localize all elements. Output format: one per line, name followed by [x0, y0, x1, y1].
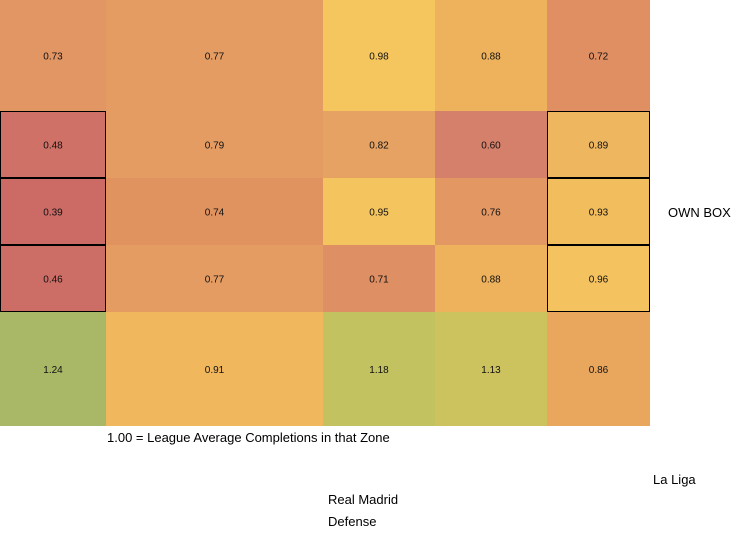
cell-value-r2-c0: 0.39	[43, 208, 63, 219]
heatmap-cell-r0-c1	[106, 0, 323, 111]
heatmap-cell-r3-c4	[547, 245, 650, 312]
heatmap-cell-r1-c2	[323, 111, 435, 178]
cell-value-r2-c3: 0.76	[481, 208, 501, 219]
highlight-box-0-r2	[0, 178, 106, 245]
heatmap-cell-r2-c0	[0, 178, 106, 245]
heatmap-cell-r2-c2	[323, 178, 435, 245]
cell-value-r3-c0: 0.46	[43, 275, 63, 286]
heatmap-cell-r0-c4	[547, 0, 650, 111]
highlight-box-0-r3	[0, 245, 106, 312]
cell-value-r0-c1: 0.77	[205, 52, 225, 63]
cell-value-r4-c0: 1.24	[43, 365, 63, 376]
heatmap-cells: 0.73 0.77 0.98 0.88 0.72 0.48 0.79 0.82 0.60 0.89…	[0, 0, 650, 426]
cell-value-r3-c3: 0.88	[481, 275, 501, 286]
cell-value-r4-c2: 1.18	[369, 365, 389, 376]
cell-value-r0-c0: 0.73	[43, 52, 63, 63]
highlight-box-0-r1	[0, 111, 106, 178]
heatmap-cell-r2-c3	[435, 178, 547, 245]
cell-value-r1-c2: 0.82	[369, 141, 389, 152]
heatmap-cell-r4-c2	[323, 312, 435, 426]
heatmap-cell-r4-c4	[547, 312, 650, 426]
heatmap-cell-r1-c3	[435, 111, 547, 178]
cell-value-r2-c4: 0.93	[589, 208, 609, 219]
cell-value-r3-c4: 0.96	[589, 275, 609, 286]
cell-value-r4-c1: 0.91	[205, 365, 225, 376]
heatmap-cell-r0-c3	[435, 0, 547, 111]
cell-value-r2-c1: 0.74	[205, 208, 225, 219]
highlight-boxes	[0, 111, 650, 312]
heatmap-cell-r3-c1	[106, 245, 323, 312]
team-label: Real Madrid	[328, 492, 399, 507]
heatmap-cell-r4-c3	[435, 312, 547, 426]
side-label: OWN BOX	[668, 205, 731, 220]
heatmap-cell-r1-c4	[547, 111, 650, 178]
heatmap-cell-r1-c0	[0, 111, 106, 178]
cell-value-r0-c4: 0.72	[589, 52, 609, 63]
cell-value-r3-c2: 0.71	[369, 275, 389, 286]
legend-note: 1.00 = League Average Completions in tha…	[107, 430, 390, 445]
cell-value-r4-c3: 1.13	[481, 365, 501, 376]
highlight-box-1-r1	[547, 111, 650, 178]
heatmap-cell-r4-c0	[0, 312, 106, 426]
heatmap-cell-r0-c0	[0, 0, 106, 111]
heatmap-cell-r3-c0	[0, 245, 106, 312]
cell-value-r0-c2: 0.98	[369, 52, 389, 63]
cell-value-r1-c3: 0.60	[481, 141, 501, 152]
highlight-box-1-r2	[547, 178, 650, 245]
heatmap-cell-r3-c3	[435, 245, 547, 312]
cell-value-r1-c4: 0.89	[589, 141, 609, 152]
cell-value-r1-c1: 0.79	[205, 141, 225, 152]
heatmap-cell-r0-c2	[323, 0, 435, 111]
heatmap-cell-r3-c2	[323, 245, 435, 312]
cell-value-r2-c2: 0.95	[369, 208, 389, 219]
phase-label: Defense	[328, 514, 377, 529]
heatmap-cell-r1-c1	[106, 111, 323, 178]
cell-value-r1-c0: 0.48	[43, 141, 63, 152]
cell-value-r3-c1: 0.77	[205, 275, 225, 286]
highlight-box-1-r3	[547, 245, 650, 312]
heatmap-cell-r2-c4	[547, 178, 650, 245]
heatmap-cell-r4-c1	[106, 312, 323, 426]
heatmap-cell-r2-c1	[106, 178, 323, 245]
cell-value-r0-c3: 0.88	[481, 52, 501, 63]
league-label: La Liga	[653, 472, 696, 487]
cell-value-r4-c4: 0.86	[589, 365, 609, 376]
